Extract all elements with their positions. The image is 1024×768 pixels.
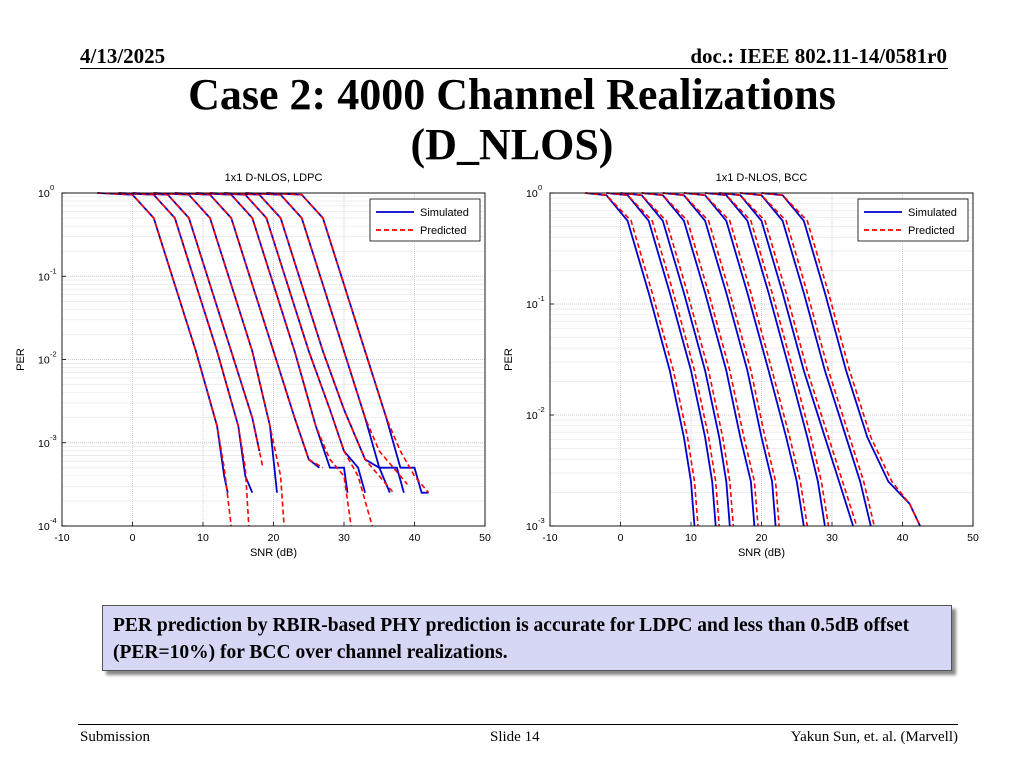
ldpc-x-tick-label: 20 — [268, 532, 280, 544]
ldpc-series-simulated-6 — [209, 192, 366, 493]
ldpc-y-tick-exponent: -2 — [50, 350, 57, 359]
bcc-series-predicted-6 — [705, 192, 830, 527]
ldpc-series-predicted-3 — [153, 192, 285, 527]
ldpc-x-tick-label: -10 — [54, 532, 69, 544]
bcc-x-tick-label: -10 — [542, 532, 557, 544]
header-rule — [80, 68, 948, 69]
bcc-series-predicted-7 — [719, 192, 858, 527]
ldpc-x-tick-label: 10 — [197, 532, 209, 544]
ldpc-x-axis-label: SNR (dB) — [250, 547, 297, 559]
ldpc-series-predicted-9 — [266, 192, 430, 494]
summary-callout: PER prediction by RBIR-based PHY predict… — [102, 605, 952, 671]
bcc-chart-title: 1x1 D-NLOS, BCC — [716, 172, 808, 184]
ldpc-legend-label-predicted: Predicted — [420, 225, 466, 237]
ldpc-y-tick-exponent: -1 — [50, 266, 57, 275]
ldpc-series-simulated-5 — [195, 192, 349, 493]
ldpc-x-tick-label: 50 — [479, 532, 491, 544]
ldpc-legend-label-simulated: Simulated — [420, 207, 469, 219]
footer-submission: Submission — [80, 729, 151, 745]
bcc-series-predicted-5 — [683, 192, 809, 527]
bcc-series-predicted-8 — [740, 192, 876, 527]
bcc-series-predicted-3 — [641, 192, 759, 527]
slide-title-line1: Case 2: 4000 Channel Realizations — [188, 70, 836, 119]
bcc-legend — [857, 198, 969, 242]
bcc-series-predicted-2 — [620, 192, 735, 527]
slide-title-line2: (D_NLOS) — [410, 120, 614, 169]
bcc-series-predicted-0 — [585, 192, 699, 527]
ldpc-y-tick-exponent: -3 — [50, 433, 57, 442]
header-doc-id: doc.: IEEE 802.11-14/0581r0 — [690, 44, 947, 68]
ldpc-series-predicted-6 — [209, 192, 373, 527]
bcc-y-tick-label: 10 — [526, 521, 538, 533]
bcc-legend-label-predicted: Predicted — [908, 225, 954, 237]
bcc-x-tick-label: 50 — [967, 532, 979, 544]
ldpc-y-tick-label: 10 — [38, 188, 50, 200]
bcc-x-tick-label: 10 — [685, 532, 697, 544]
bcc-y-tick-exponent: 0 — [538, 183, 542, 192]
ldpc-series-predicted-7 — [224, 192, 395, 494]
ldpc-y-tick-label: 10 — [38, 438, 50, 450]
ldpc-series-simulated-8 — [245, 192, 405, 493]
bcc-series-predicted-4 — [662, 192, 780, 527]
bcc-legend-label-simulated: Simulated — [908, 207, 957, 219]
bcc-y-tick-label: 10 — [526, 299, 538, 311]
ldpc-series-predicted-2 — [132, 192, 264, 468]
bcc-y-tick-label: 10 — [526, 410, 538, 422]
ldpc-series-predicted-0 — [97, 192, 232, 527]
bcc-x-tick-label: 40 — [897, 532, 909, 544]
ldpc-y-tick-label: 10 — [38, 355, 50, 367]
summary-callout-text: PER prediction by RBIR-based PHY predict… — [113, 615, 910, 663]
bcc-x-axis-label: SNR (dB) — [738, 547, 785, 559]
ldpc-series-predicted-4 — [174, 192, 324, 469]
footer-rule — [78, 724, 958, 725]
bcc-x-tick-label: 20 — [756, 532, 768, 544]
bcc-y-tick-exponent: -1 — [538, 294, 545, 303]
ldpc-y-axis-label: PER — [15, 348, 27, 371]
header-date: 4/13/2025 — [80, 44, 166, 68]
ldpc-y-tick-label: 10 — [38, 521, 50, 533]
ldpc-chart-title: 1x1 D-NLOS, LDPC — [225, 172, 323, 184]
ldpc-x-tick-label: 30 — [338, 532, 350, 544]
bcc-series-predicted-9 — [761, 192, 921, 527]
ldpc-x-tick-label: 40 — [409, 532, 421, 544]
ldpc-x-tick-label: 0 — [130, 532, 136, 544]
bcc-y-tick-label: 10 — [526, 188, 538, 200]
bcc-series-predicted-1 — [606, 192, 720, 527]
ldpc-series-predicted-1 — [118, 192, 250, 527]
bcc-y-axis-label: PER — [503, 348, 515, 371]
ldpc-series-simulated-7 — [224, 192, 391, 494]
bcc-x-tick-label: 0 — [618, 532, 624, 544]
slide-title: Case 2: 4000 Channel Realizations (D_NLO… — [0, 70, 1024, 170]
ldpc-legend — [369, 198, 481, 242]
ldpc-y-tick-label: 10 — [38, 271, 50, 283]
footer-author: Yakun Sun, et. al. (Marvell) — [790, 729, 958, 745]
ldpc-y-tick-exponent: 0 — [50, 183, 54, 192]
bcc-series-simulated-9 — [761, 192, 921, 527]
bcc-y-tick-exponent: -2 — [538, 405, 545, 414]
bcc-x-tick-label: 30 — [826, 532, 838, 544]
ldpc-y-tick-exponent: -4 — [50, 516, 57, 525]
bcc-y-tick-exponent: -3 — [538, 516, 545, 525]
footer-slide-number: Slide 14 — [490, 729, 540, 745]
